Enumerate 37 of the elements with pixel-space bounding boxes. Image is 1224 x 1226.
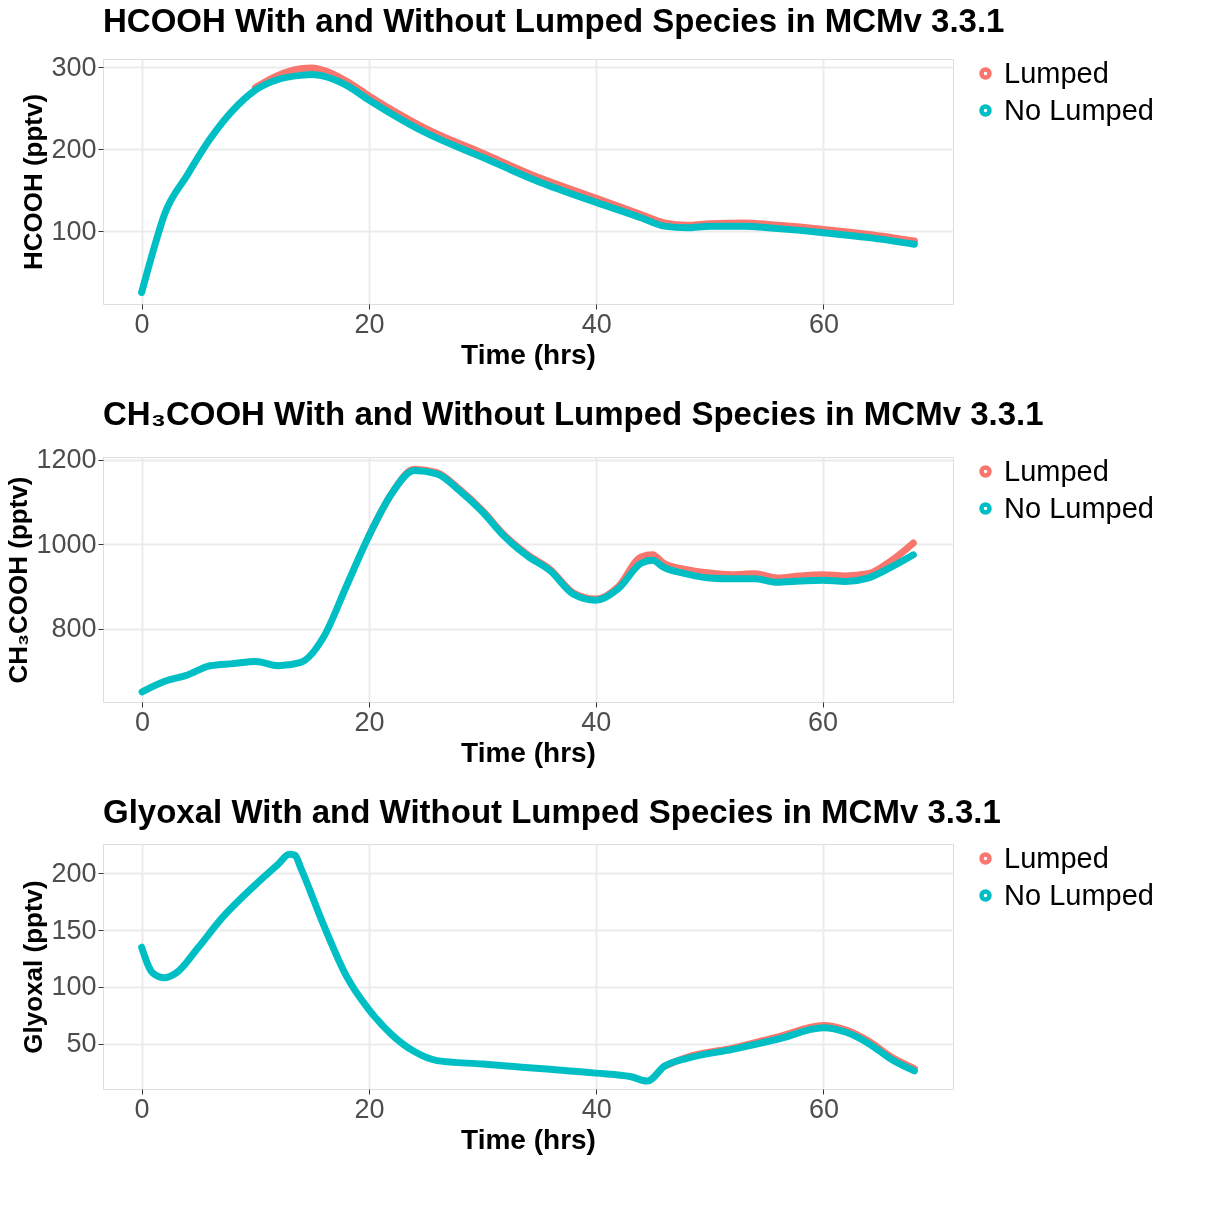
legend-label: Lumped — [1004, 841, 1109, 874]
x-tick-label: 20 — [354, 706, 385, 737]
y-tick-label: 100 — [51, 971, 97, 1002]
x-tick-label: 60 — [808, 308, 839, 339]
x-tick-label: 20 — [354, 308, 385, 339]
y-tick-label: 150 — [51, 914, 97, 945]
y-tick-label: 100 — [51, 215, 97, 246]
x-tick-label: 40 — [581, 1093, 612, 1124]
y-axis-title: Glyoxal (pptv) — [18, 880, 49, 1054]
chart-title: CH₃COOH With and Without Lumped Species in MCMv 3.3.1 — [103, 394, 1044, 432]
chart-title: Glyoxal With and Without Lumped Species in MCMv 3.3.1 — [103, 793, 1001, 830]
x-axis-title: Time (hrs) — [461, 736, 596, 768]
y-tick-label: 1200 — [36, 444, 97, 475]
y-axis-title: CH₃COOH (pptv) — [3, 476, 34, 684]
y-tick-label: 1000 — [36, 528, 97, 559]
y-tick-label: 200 — [51, 857, 97, 888]
y-tick-label: 300 — [51, 51, 97, 82]
x-tick-label: 40 — [581, 308, 612, 339]
x-tick-label: 40 — [581, 706, 612, 737]
legend-label: Lumped — [1004, 56, 1109, 89]
x-tick-label: 0 — [134, 1093, 150, 1124]
x-tick-label: 0 — [135, 706, 151, 737]
legend-label: No Lumped — [1004, 491, 1154, 524]
x-axis-title: Time (hrs) — [461, 1123, 596, 1155]
y-tick-label: 50 — [66, 1028, 97, 1059]
y-axis-title: HCOOH (pptv) — [18, 93, 49, 271]
y-tick-label: 200 — [51, 133, 97, 164]
legend-label: No Lumped — [1004, 93, 1154, 126]
legend-label: Lumped — [1004, 454, 1109, 487]
legend-label: No Lumped — [1004, 878, 1154, 911]
x-axis-title: Time (hrs) — [461, 338, 596, 370]
y-tick-label: 800 — [51, 613, 97, 644]
x-tick-label: 60 — [808, 1093, 839, 1124]
x-tick-label: 20 — [354, 1093, 385, 1124]
x-tick-label: 0 — [134, 308, 150, 339]
x-tick-label: 60 — [808, 706, 839, 737]
chart-title: HCOOH With and Without Lumped Species in MCMv 3.3.1 — [103, 2, 1005, 40]
